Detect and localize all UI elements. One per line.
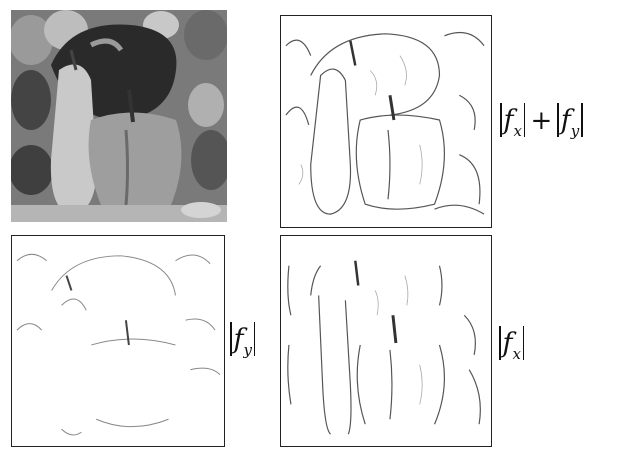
- gradient-sum-label: fx + fy: [498, 103, 585, 139]
- gradient-y-image: [11, 235, 225, 447]
- gradient-y-label: fy: [228, 322, 257, 358]
- gradient-sum-image: [280, 15, 492, 228]
- original-image: [11, 10, 227, 222]
- gradient-x-image: [280, 235, 492, 447]
- gradient-x-label: fx: [497, 326, 526, 362]
